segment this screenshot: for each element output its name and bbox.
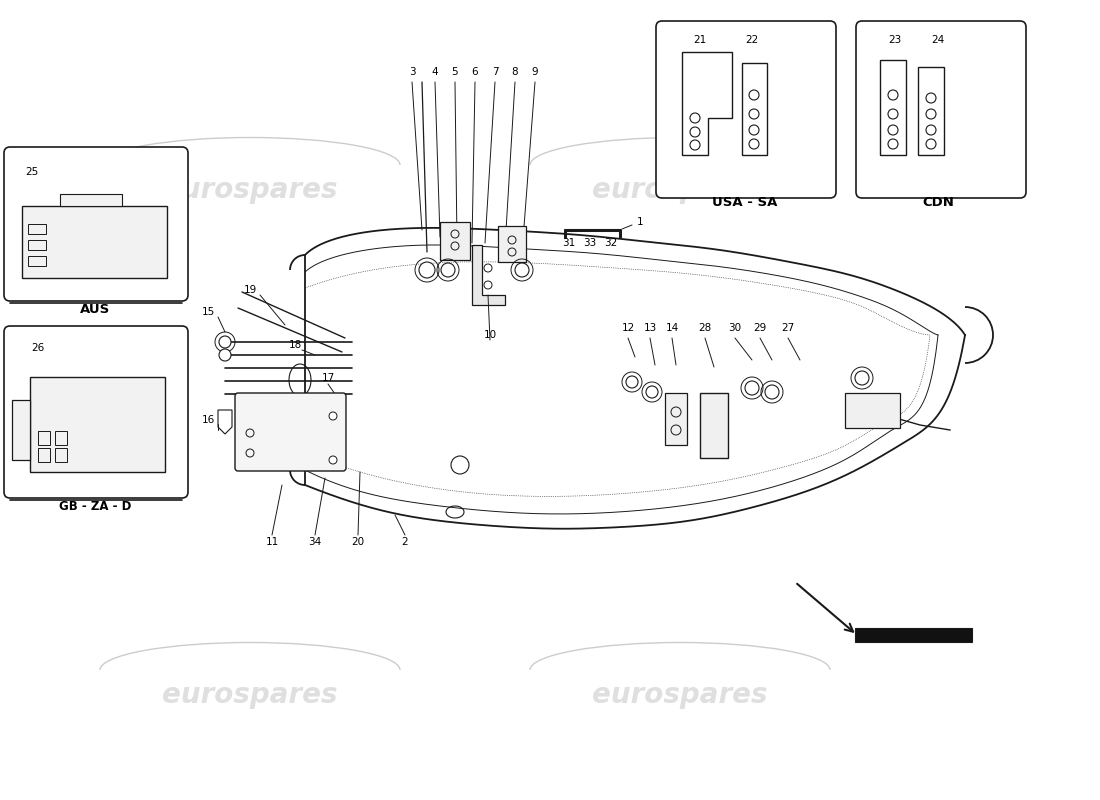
Bar (39, 448, 50, 462)
Text: 25: 25 (25, 167, 39, 177)
Text: 4: 4 (431, 67, 438, 77)
Text: CDN: CDN (922, 195, 954, 209)
Text: 5: 5 (452, 67, 459, 77)
Bar (918, 67, 944, 155)
Bar (55, 431, 67, 445)
Bar (39, 431, 50, 445)
Text: 31: 31 (562, 238, 575, 248)
Text: 7: 7 (492, 67, 498, 77)
Text: 20: 20 (351, 537, 364, 547)
Text: 10: 10 (483, 330, 496, 340)
Circle shape (626, 376, 638, 388)
Text: 13: 13 (644, 323, 657, 333)
Text: 16: 16 (201, 415, 214, 425)
Text: 26: 26 (32, 343, 45, 353)
Polygon shape (472, 245, 505, 305)
FancyBboxPatch shape (656, 21, 836, 198)
FancyBboxPatch shape (856, 21, 1026, 198)
Text: eurospares: eurospares (592, 176, 768, 204)
Bar (498, 226, 526, 262)
Circle shape (329, 412, 337, 420)
Circle shape (764, 385, 779, 399)
Text: 9: 9 (531, 67, 538, 77)
Text: 32: 32 (604, 238, 617, 248)
Bar (845, 393, 900, 428)
Text: AUS: AUS (80, 303, 110, 317)
Text: 22: 22 (746, 35, 759, 45)
Text: 2: 2 (402, 537, 408, 547)
Text: 8: 8 (512, 67, 518, 77)
Text: 1: 1 (637, 217, 644, 227)
Bar (28, 240, 46, 250)
Bar (55, 448, 67, 462)
Text: 28: 28 (698, 323, 712, 333)
Circle shape (745, 381, 759, 395)
Bar (742, 63, 767, 155)
Text: GB - ZA - D: GB - ZA - D (58, 501, 131, 514)
Text: 33: 33 (583, 238, 596, 248)
Circle shape (855, 371, 869, 385)
Bar (440, 222, 470, 260)
Bar (22, 206, 167, 278)
Circle shape (441, 263, 455, 277)
Text: 23: 23 (889, 35, 902, 45)
Text: eurospares: eurospares (163, 681, 338, 709)
Polygon shape (855, 628, 972, 642)
Bar (880, 60, 906, 155)
Circle shape (219, 336, 231, 348)
Polygon shape (12, 400, 30, 460)
Text: 34: 34 (308, 537, 321, 547)
Text: 18: 18 (288, 340, 301, 350)
Text: 27: 27 (781, 323, 794, 333)
Bar (60, 194, 122, 206)
Text: 30: 30 (728, 323, 741, 333)
Text: 11: 11 (265, 537, 278, 547)
Bar (28, 256, 46, 266)
Text: eurospares: eurospares (163, 176, 338, 204)
Text: 14: 14 (666, 323, 679, 333)
FancyBboxPatch shape (235, 393, 346, 471)
Text: 3: 3 (409, 67, 416, 77)
Text: 19: 19 (243, 285, 256, 295)
FancyBboxPatch shape (4, 326, 188, 498)
FancyBboxPatch shape (4, 147, 188, 301)
Bar (700, 393, 728, 458)
Circle shape (646, 386, 658, 398)
Text: 17: 17 (321, 373, 334, 383)
Circle shape (329, 456, 337, 464)
Text: USA - SA: USA - SA (713, 195, 778, 209)
Circle shape (515, 263, 529, 277)
Text: 12: 12 (621, 323, 635, 333)
Text: 21: 21 (693, 35, 706, 45)
Bar (666, 393, 688, 445)
Text: 15: 15 (201, 307, 214, 317)
Circle shape (419, 262, 435, 278)
Text: 29: 29 (754, 323, 767, 333)
Bar (30, 377, 165, 472)
Text: 24: 24 (932, 35, 945, 45)
Circle shape (219, 349, 231, 361)
Text: 6: 6 (472, 67, 478, 77)
Text: eurospares: eurospares (592, 681, 768, 709)
Bar (28, 224, 46, 234)
